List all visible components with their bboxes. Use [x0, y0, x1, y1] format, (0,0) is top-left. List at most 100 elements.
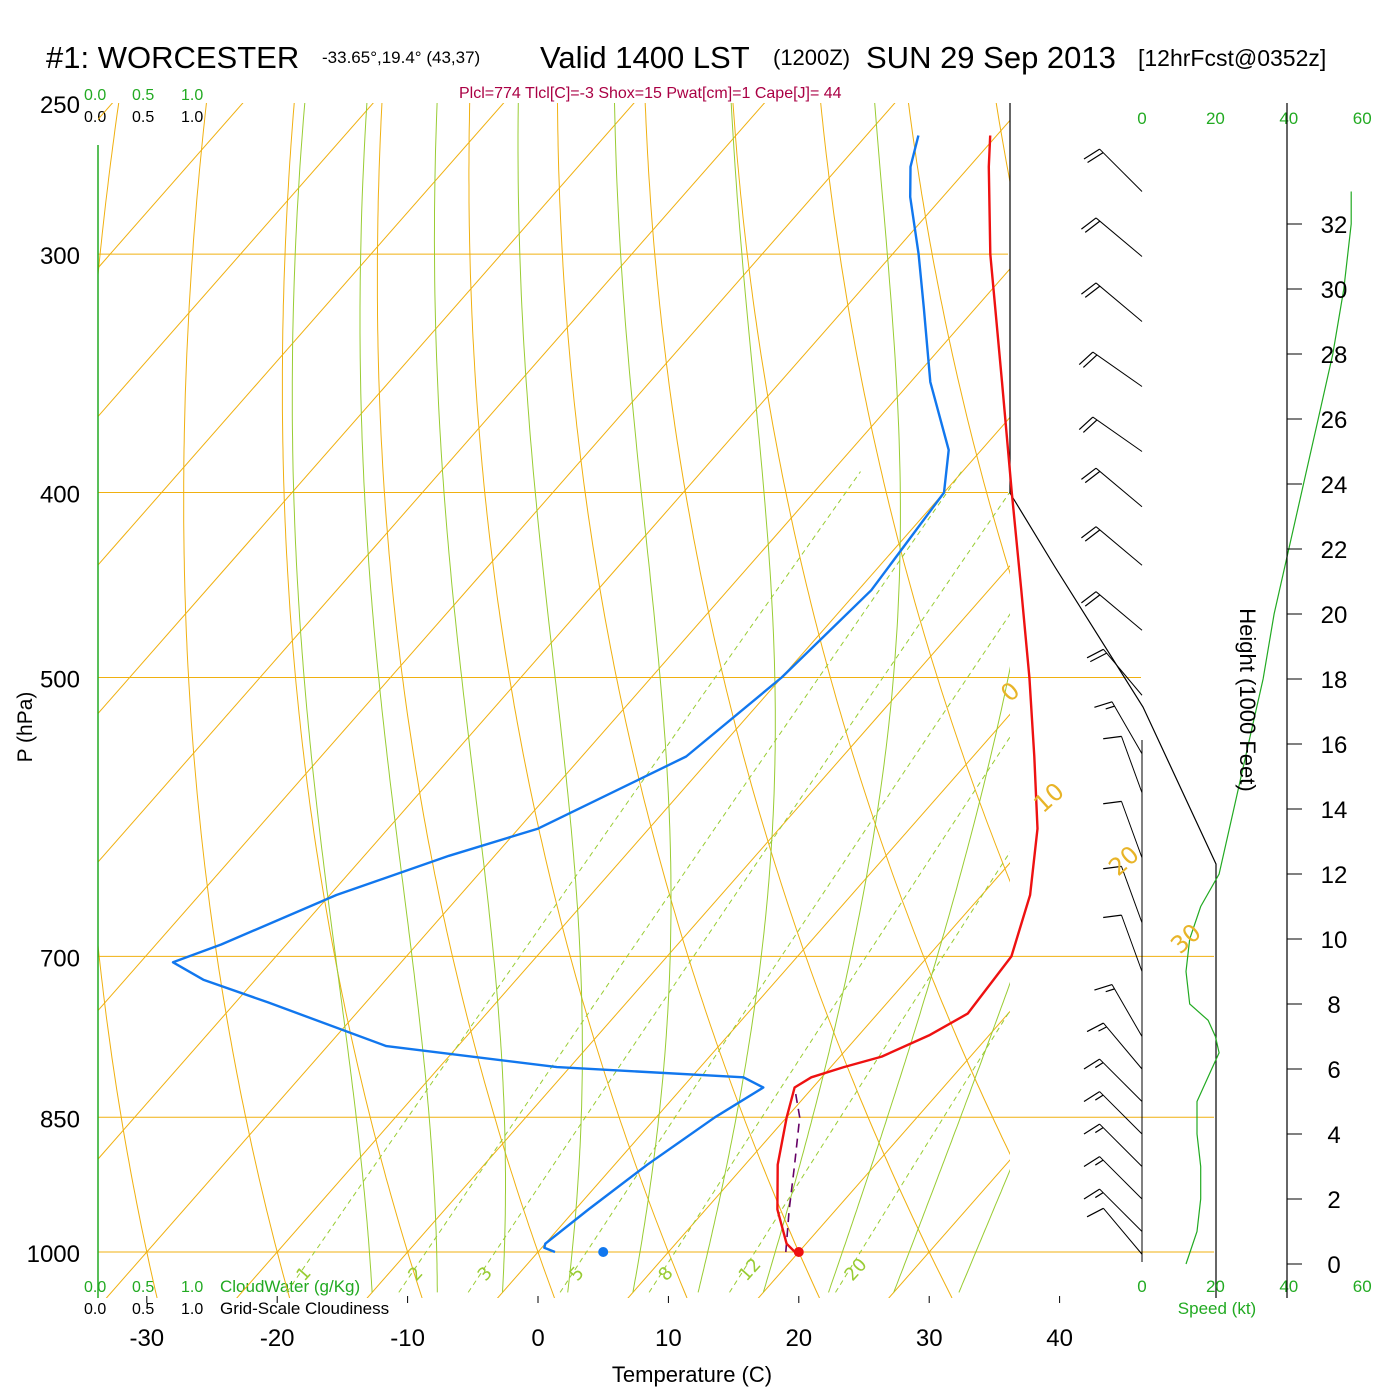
height-tick-label: 4	[1327, 1122, 1340, 1149]
station-title: #1: WORCESTER	[46, 40, 299, 75]
dry-adiabat	[281, 103, 423, 1298]
wind-barb	[1081, 591, 1143, 631]
isotherm-label: 0	[995, 676, 1025, 707]
dry-adiabat	[644, 103, 953, 1298]
temperature-tick-label: 30	[916, 1325, 943, 1352]
temperature-axis: -30 -20 -10 0 10 20 30 40	[129, 1296, 1073, 1352]
plot-frame	[1009, 103, 1217, 1298]
svg-text:0.0: 0.0	[84, 1279, 106, 1296]
temperature-line	[776, 135, 1039, 1253]
y-axis-title: P (hPa)	[14, 692, 37, 763]
pressure-tick-label: 400	[40, 482, 80, 509]
wind-barb	[1094, 983, 1143, 1037]
isotherm-line	[236, 416, 1010, 1298]
cloudwater-scale-bottom: 0.0 0.5 1.0 CloudWater (g/Kg)	[84, 1277, 360, 1296]
svg-text:0.0: 0.0	[84, 1301, 106, 1318]
moist-adiabat	[517, 103, 583, 1293]
wind-barb	[1083, 1091, 1143, 1135]
wind-barb	[1103, 800, 1143, 858]
mixing-ratio-label: 2	[404, 1263, 427, 1286]
dry-adiabat	[556, 103, 820, 1298]
wind-barb	[1081, 526, 1143, 566]
station-coords: -33.65°,19.4° (43,37)	[322, 48, 480, 67]
mixing-ratio-line	[286, 471, 861, 1293]
pressure-tick-label: 500	[40, 667, 80, 694]
pressure-tick-label: 300	[40, 243, 80, 270]
height-tick-label: 2	[1327, 1187, 1340, 1214]
dry-adiabat	[98, 103, 158, 1298]
mixing-ratio-label: 20	[841, 1254, 872, 1285]
speed-tick-label-top: 20	[1206, 109, 1225, 128]
dry-adiabat	[376, 103, 555, 1298]
isotherm-line	[888, 1159, 1010, 1298]
wind-barb	[1083, 1156, 1143, 1200]
temperature-tick-label: 0	[531, 1325, 544, 1352]
svg-text:1.0: 1.0	[181, 87, 203, 104]
isotherm-label: 30	[1165, 918, 1206, 959]
mixing-ratio-line	[729, 851, 1010, 1293]
speed-tick-label-top: 40	[1279, 109, 1298, 128]
isotherm-line	[98, 103, 374, 418]
moist-adiabat	[828, 666, 1010, 1293]
svg-text:0.5: 0.5	[132, 87, 154, 104]
speed-tick-label-top: 60	[1353, 109, 1372, 128]
wind-barb	[1086, 1207, 1143, 1255]
temperature-tick-label: -10	[390, 1325, 425, 1352]
cloudiness-scale-bottom: 0.0 0.5 1.0 Grid-Scale Cloudiness	[84, 1299, 389, 1318]
cloudwater-scale-top: 0.0 0.5 1.0	[84, 87, 203, 104]
wind-barb	[1078, 351, 1143, 387]
height-axis-title: Height (1000 Feet)	[1235, 608, 1260, 791]
wind-barb	[1081, 467, 1143, 508]
mixing-ratio-line	[559, 613, 1010, 1293]
svg-text:0.5: 0.5	[132, 1301, 154, 1318]
surface-temperature-point	[793, 1247, 804, 1257]
pressure-tick-label: 700	[40, 945, 80, 972]
temperature-tick-label: 40	[1046, 1325, 1073, 1352]
height-tick-label: 0	[1327, 1252, 1340, 1279]
isotherm-line	[98, 103, 896, 1012]
valid-time: Valid 1400 LST	[540, 40, 750, 75]
mixing-ratio-line	[398, 471, 962, 1293]
height-tick-label: 8	[1327, 992, 1340, 1019]
speed-tick-label-bottom: 60	[1353, 1277, 1372, 1296]
mixing-ratio-line	[467, 490, 1010, 1293]
isotherm-line	[98, 103, 766, 863]
isotherm-line	[496, 713, 1010, 1298]
wind-barb	[1086, 648, 1143, 696]
sounding-indices: Plcl=774 Tlcl[C]=-3 Shox=15 Pwat[cm]=1 C…	[459, 85, 842, 102]
wind-barb	[1078, 416, 1143, 452]
mixing-ratio-label: 12	[735, 1254, 766, 1285]
dry-adiabat	[1344, 90, 1400, 1298]
speed-tick-label-top: 0	[1137, 109, 1146, 128]
temperature-tick-label: -30	[129, 1325, 164, 1352]
cloudwater-label: CloudWater (g/Kg)	[220, 1277, 360, 1296]
mixing-ratio-line	[648, 736, 1010, 1293]
svg-text:1.0: 1.0	[181, 1279, 203, 1296]
wind-barb	[1103, 865, 1143, 923]
valid-date: SUN 29 Sep 2013	[866, 40, 1116, 75]
wind-barb	[1083, 148, 1143, 192]
height-tick-label: 16	[1321, 732, 1348, 759]
pressure-tick-label: 1000	[27, 1241, 80, 1268]
svg-text:1.0: 1.0	[181, 1301, 203, 1318]
isotherm-line	[1017, 90, 1400, 1300]
speed-tick-label-bottom: 0	[1137, 1277, 1146, 1296]
dewpoint-line	[171, 135, 950, 1254]
height-tick-label: 26	[1321, 407, 1348, 434]
dry-adiabat	[820, 103, 1010, 883]
wind-barb	[1083, 1188, 1143, 1232]
pressure-tick-label: 850	[40, 1106, 80, 1133]
isotherm-line	[98, 103, 505, 566]
pressure-axis: 250 300 400 500 700 850 1000	[27, 92, 80, 1268]
dry-adiabat	[732, 103, 1010, 1156]
speed-axis-label: Speed (kt)	[1178, 1299, 1256, 1318]
svg-text:0.5: 0.5	[132, 109, 154, 126]
thermo-background: 1 2 3 5 8 12 20	[98, 90, 1400, 1300]
height-tick-label: 14	[1321, 797, 1348, 824]
dry-adiabat	[1256, 90, 1400, 1298]
height-tick-label: 18	[1321, 667, 1348, 694]
speed-tick-label-bottom: 40	[1279, 1277, 1298, 1296]
wind-barb	[1094, 701, 1143, 754]
height-tick-label: 6	[1327, 1057, 1340, 1084]
